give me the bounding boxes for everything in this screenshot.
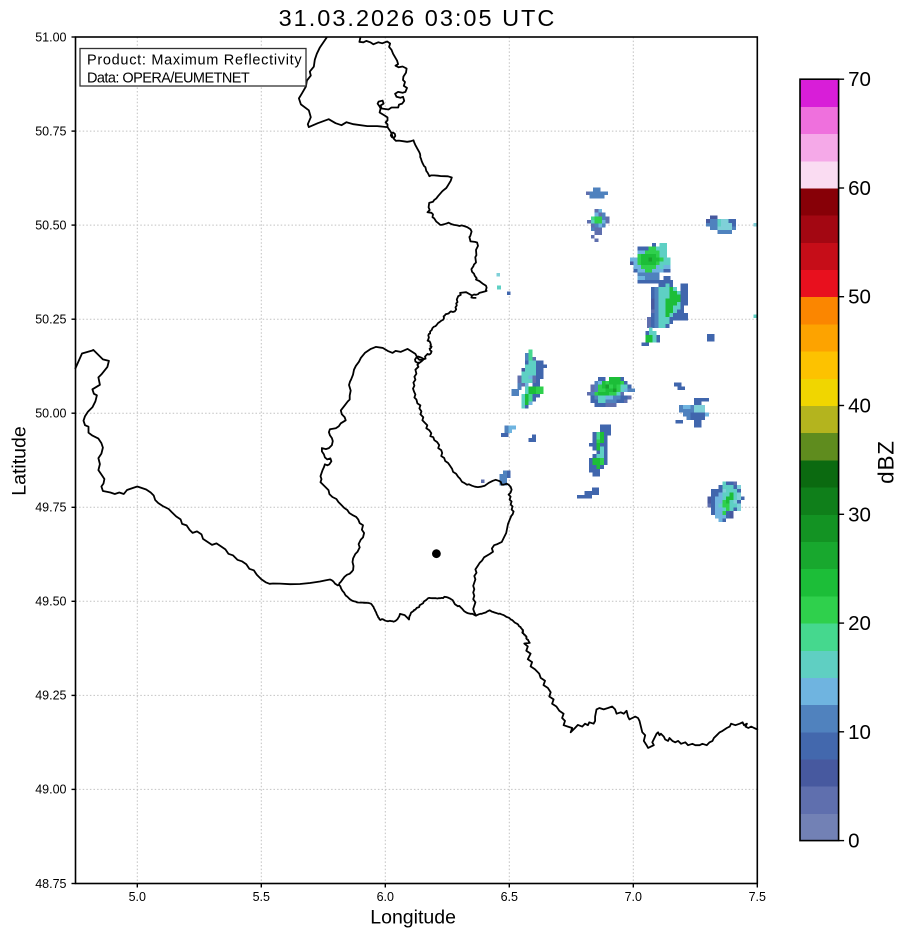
svg-text:49.25: 49.25	[35, 689, 66, 703]
svg-text:31.03.2026 03:05 UTC: 31.03.2026 03:05 UTC	[279, 5, 557, 31]
svg-text:51.00: 51.00	[35, 30, 66, 44]
svg-text:48.75: 48.75	[35, 877, 66, 891]
svg-text:30: 30	[848, 503, 871, 526]
svg-text:Product: Maximum Reflectivity: Product: Maximum Reflectivity	[87, 52, 302, 68]
svg-text:dBZ: dBZ	[874, 440, 899, 484]
svg-text:10: 10	[848, 721, 871, 744]
svg-text:70: 70	[848, 68, 871, 91]
svg-text:40: 40	[848, 395, 871, 418]
svg-text:7.5: 7.5	[749, 890, 766, 904]
svg-text:5.5: 5.5	[253, 890, 270, 904]
svg-text:50: 50	[848, 286, 871, 309]
svg-text:Latitude: Latitude	[8, 426, 30, 495]
svg-text:0: 0	[848, 830, 859, 853]
svg-text:50.00: 50.00	[35, 407, 66, 421]
svg-text:7.0: 7.0	[625, 890, 642, 904]
svg-text:6.5: 6.5	[501, 890, 518, 904]
svg-text:Data: OPERA/EUMETNET: Data: OPERA/EUMETNET	[87, 70, 250, 86]
svg-text:49.75: 49.75	[35, 501, 66, 515]
svg-text:50.50: 50.50	[35, 218, 66, 232]
svg-text:Longitude: Longitude	[370, 907, 456, 929]
svg-text:6.0: 6.0	[377, 890, 394, 904]
svg-text:5.0: 5.0	[129, 890, 146, 904]
svg-text:50.75: 50.75	[35, 124, 66, 138]
svg-text:60: 60	[848, 177, 871, 200]
svg-text:20: 20	[848, 612, 871, 635]
svg-text:50.25: 50.25	[35, 313, 66, 327]
svg-text:49.50: 49.50	[35, 595, 66, 609]
svg-text:49.00: 49.00	[35, 783, 66, 797]
